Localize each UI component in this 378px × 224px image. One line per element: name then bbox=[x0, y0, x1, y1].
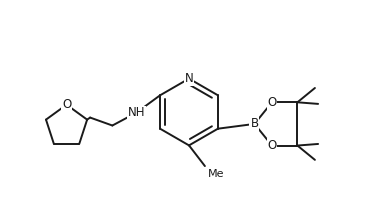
Text: O: O bbox=[267, 139, 277, 152]
Text: O: O bbox=[267, 96, 277, 109]
Text: NH: NH bbox=[127, 106, 145, 119]
Text: Me: Me bbox=[208, 169, 224, 179]
Text: N: N bbox=[184, 72, 194, 85]
Text: O: O bbox=[62, 98, 71, 111]
Text: B: B bbox=[251, 117, 259, 130]
